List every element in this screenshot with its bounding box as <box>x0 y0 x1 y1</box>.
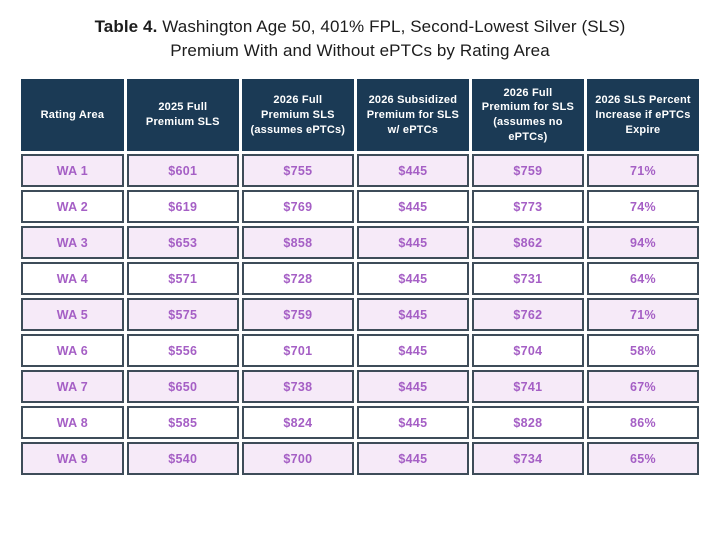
value-cell: $862 <box>471 226 584 260</box>
table-row: WA 1 $601 $755 $445 $759 71% <box>21 154 699 188</box>
rating-area-cell: WA 3 <box>21 226 124 260</box>
rating-area-cell: WA 7 <box>21 370 124 404</box>
table-title-text: Washington Age 50, 401% FPL, Second-Lowe… <box>157 17 626 61</box>
value-cell: $445 <box>356 370 469 404</box>
value-cell: $575 <box>126 298 239 332</box>
column-header: 2025 Full Premium SLS <box>126 79 239 152</box>
value-cell: $556 <box>126 334 239 368</box>
value-cell: $762 <box>471 298 584 332</box>
rating-area-cell: WA 5 <box>21 298 124 332</box>
value-cell: $619 <box>126 190 239 224</box>
value-cell: 94% <box>586 226 699 260</box>
rating-area-cell: WA 8 <box>21 406 124 440</box>
value-cell: $704 <box>471 334 584 368</box>
value-cell: $445 <box>356 190 469 224</box>
value-cell: $445 <box>356 154 469 188</box>
value-cell: $585 <box>126 406 239 440</box>
value-cell: $445 <box>356 298 469 332</box>
value-cell: $858 <box>241 226 354 260</box>
value-cell: 64% <box>586 262 699 296</box>
table-row: WA 5 $575 $759 $445 $762 71% <box>21 298 699 332</box>
column-header: Rating Area <box>21 79 124 152</box>
value-cell: $445 <box>356 262 469 296</box>
table-row: WA 4 $571 $728 $445 $731 64% <box>21 262 699 296</box>
value-cell: 65% <box>586 442 699 476</box>
value-cell: $728 <box>241 262 354 296</box>
value-cell: $738 <box>241 370 354 404</box>
table-row: WA 8 $585 $824 $445 $828 86% <box>21 406 699 440</box>
column-header: 2026 SLS Percent Increase if ePTCs Expir… <box>586 79 699 152</box>
table-body: WA 1 $601 $755 $445 $759 71% WA 2 $619 $769 $445 $… <box>21 154 699 476</box>
table-row: WA 3 $653 $858 $445 $862 94% <box>21 226 699 260</box>
value-cell: 86% <box>586 406 699 440</box>
value-cell: $759 <box>471 154 584 188</box>
value-cell: $755 <box>241 154 354 188</box>
table-title: Table 4. Washington Age 50, 401% FPL, Se… <box>80 15 640 63</box>
value-cell: $445 <box>356 442 469 476</box>
value-cell: 67% <box>586 370 699 404</box>
rating-area-cell: WA 1 <box>21 154 124 188</box>
table-title-label: Table 4. <box>94 17 158 36</box>
value-cell: 71% <box>586 298 699 332</box>
premium-table: Rating Area 2025 Full Premium SLS 2026 Ful… <box>18 76 702 478</box>
value-cell: $824 <box>241 406 354 440</box>
rating-area-cell: WA 4 <box>21 262 124 296</box>
rating-area-cell: WA 9 <box>21 442 124 476</box>
column-header: 2026 Subsidized Premium for SLS w/ ePTCs <box>356 79 469 152</box>
table-row: WA 9 $540 $700 $445 $734 65% <box>21 442 699 476</box>
value-cell: $734 <box>471 442 584 476</box>
value-cell: $445 <box>356 334 469 368</box>
column-header: 2026 Full Premium for SLS (assumes no eP… <box>471 79 584 152</box>
table-row: WA 2 $619 $769 $445 $773 74% <box>21 190 699 224</box>
value-cell: $445 <box>356 226 469 260</box>
value-cell: $731 <box>471 262 584 296</box>
value-cell: 71% <box>586 154 699 188</box>
value-cell: $828 <box>471 406 584 440</box>
premium-table-container: Rating Area 2025 Full Premium SLS 2026 Ful… <box>18 76 702 478</box>
header-row: Rating Area 2025 Full Premium SLS 2026 Ful… <box>21 79 699 152</box>
value-cell: $540 <box>126 442 239 476</box>
rating-area-cell: WA 2 <box>21 190 124 224</box>
value-cell: $601 <box>126 154 239 188</box>
value-cell: $759 <box>241 298 354 332</box>
value-cell: 58% <box>586 334 699 368</box>
value-cell: $445 <box>356 406 469 440</box>
value-cell: $701 <box>241 334 354 368</box>
value-cell: $769 <box>241 190 354 224</box>
table-row: WA 6 $556 $701 $445 $704 58% <box>21 334 699 368</box>
value-cell: $653 <box>126 226 239 260</box>
table-row: WA 7 $650 $738 $445 $741 67% <box>21 370 699 404</box>
value-cell: $571 <box>126 262 239 296</box>
value-cell: $741 <box>471 370 584 404</box>
value-cell: $650 <box>126 370 239 404</box>
column-header: 2026 Full Premium SLS (assumes ePTCs) <box>241 79 354 152</box>
value-cell: $773 <box>471 190 584 224</box>
value-cell: $700 <box>241 442 354 476</box>
rating-area-cell: WA 6 <box>21 334 124 368</box>
value-cell: 74% <box>586 190 699 224</box>
